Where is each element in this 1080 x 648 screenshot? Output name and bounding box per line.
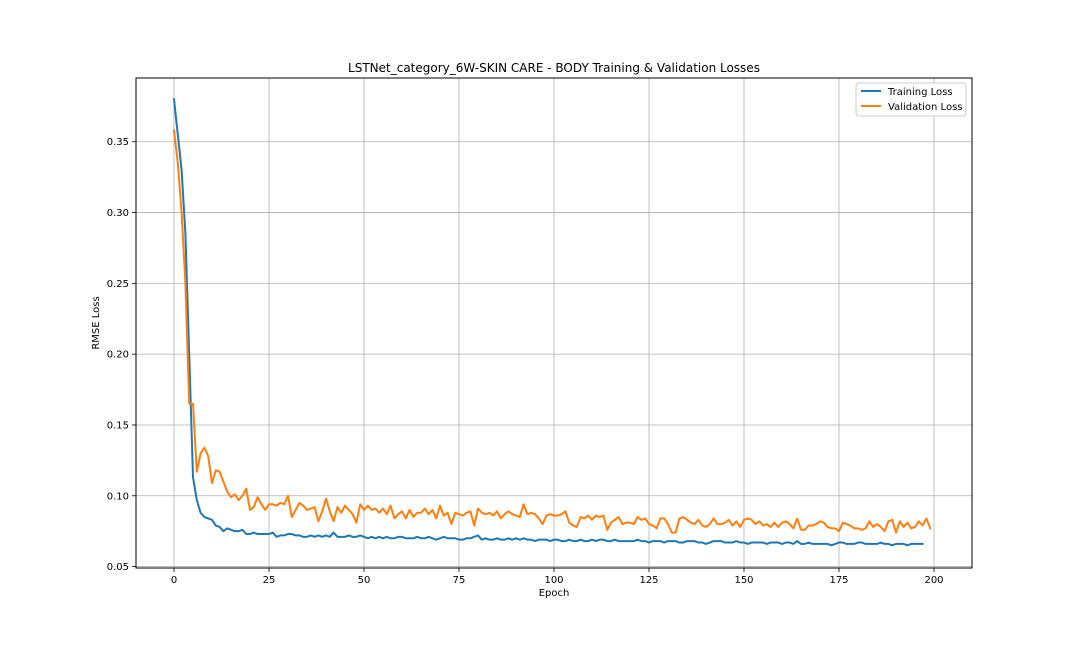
y-tick-label: 0.20 [107, 350, 129, 361]
legend-label-validation-loss: Validation Loss [888, 102, 963, 113]
x-tick-label: 75 [453, 575, 466, 586]
y-axis: 0.05 0.10 0.15 0.20 0.25 0.30 0.35 [107, 137, 136, 573]
x-tick-label: 150 [734, 575, 753, 586]
y-tick-label: 0.15 [107, 420, 129, 431]
legend-box [855, 82, 967, 117]
x-tick-label: 0 [171, 575, 177, 586]
y-tick-label: 0.10 [107, 491, 129, 502]
y-tick-label: 0.25 [107, 279, 129, 290]
series-line-validation-loss [172, 129, 932, 534]
x-axis: 0 25 50 75 100 125 150 175 200 [171, 568, 944, 586]
legend-label-training-loss: Training Loss [887, 87, 953, 98]
series-layer [172, 98, 932, 547]
x-tick-label: 50 [358, 575, 371, 586]
y-tick-label: 0.05 [107, 562, 129, 573]
legend: Training Loss Validation Loss [855, 82, 967, 117]
x-tick-label: 200 [924, 575, 943, 586]
gridlines [136, 78, 972, 568]
x-axis-label: Epoch [539, 588, 570, 599]
x-tick-label: 175 [829, 575, 848, 586]
y-tick-label: 0.35 [107, 137, 129, 148]
x-tick-label: 25 [263, 575, 276, 586]
y-tick-label: 0.30 [107, 208, 129, 219]
chart-title: LSTNet_category_6W-SKIN CARE - BODY Trai… [348, 61, 760, 75]
y-axis-label: RMSE Loss [91, 296, 102, 349]
x-tick-label: 100 [544, 575, 563, 586]
series-line-training-loss [172, 98, 924, 547]
x-tick-label: 125 [639, 575, 658, 586]
